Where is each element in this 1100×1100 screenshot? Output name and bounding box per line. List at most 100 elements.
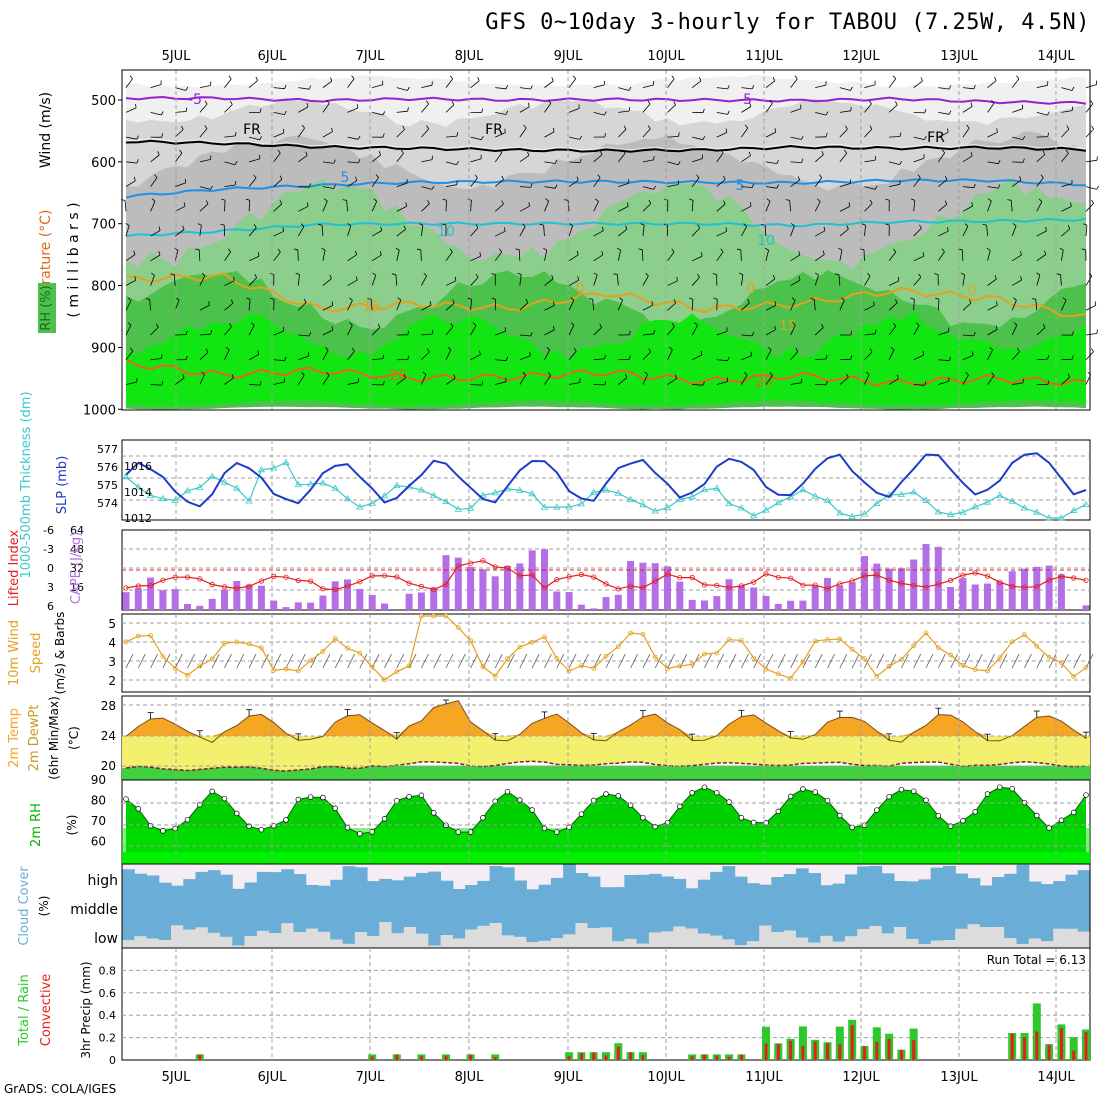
contour-label: -5	[188, 92, 202, 108]
wind-barb-flag	[744, 124, 749, 129]
wind-barb-flag	[355, 176, 358, 181]
lifted-index-marker	[763, 571, 769, 577]
wind-barb	[544, 375, 552, 385]
wind-barb-flag	[197, 223, 202, 226]
rh2m-marker	[640, 814, 646, 821]
cloud-low-clear	[599, 927, 613, 948]
wind10-barb	[556, 653, 565, 669]
wind-barb	[125, 325, 132, 336]
wind10-barb	[605, 653, 614, 669]
wind-barb	[322, 278, 332, 286]
wind-barb-flag	[564, 199, 569, 201]
wind10-marker	[985, 668, 990, 674]
wind-barb	[420, 225, 424, 237]
lifted-index-marker	[701, 582, 708, 588]
wind-barb	[913, 136, 925, 140]
wind-barb-flag	[628, 86, 632, 91]
wind-barb	[125, 107, 137, 113]
precip-convective-bar	[776, 1044, 780, 1060]
wind-barb-flag	[547, 100, 552, 104]
wind-barb	[347, 350, 355, 361]
cloud-low-clear	[710, 935, 723, 948]
wind-barb	[322, 103, 330, 113]
rh2m-marker	[517, 797, 523, 803]
wind-barb	[642, 225, 645, 237]
wind-barb-flag	[231, 374, 234, 379]
lifted-index-marker	[504, 565, 511, 571]
wind-barb-flag	[1091, 199, 1094, 204]
wind-barb-flag	[505, 110, 509, 115]
wind-barb-flag	[1007, 199, 1012, 201]
wind-barb	[298, 87, 310, 90]
lifted-index-marker	[861, 573, 868, 579]
precip-convective-bar	[1035, 1031, 1039, 1060]
wind-barb-flag	[671, 75, 675, 80]
wind-barb	[347, 225, 352, 237]
cape-bar	[713, 596, 721, 610]
wind-barb	[421, 84, 433, 89]
wind-barb-flag	[539, 223, 544, 226]
cloud-low-bar	[122, 920, 135, 941]
cloud-low-bar	[575, 920, 589, 923]
contour-label: 5	[736, 178, 745, 194]
wind-barb-flag	[720, 248, 724, 253]
wind-barb-flag	[416, 248, 421, 251]
wind-barb	[445, 184, 457, 187]
wind-barb	[667, 378, 677, 385]
cloud-low-clear	[1053, 928, 1066, 948]
wind-barb-flag	[973, 183, 976, 188]
wind-barb	[395, 274, 398, 286]
wind-barb	[199, 186, 211, 190]
wind-barb-flag	[418, 223, 423, 226]
wind10-marker	[308, 658, 314, 663]
wind-barb-flag	[576, 176, 579, 181]
wind-barb	[814, 177, 823, 187]
wind-barb	[371, 254, 382, 262]
wind-barb-flag	[764, 247, 769, 251]
wind10-marker	[899, 657, 904, 662]
cloud-high-bar	[416, 872, 429, 892]
wind-barb	[125, 279, 136, 286]
wind-barb	[593, 274, 598, 286]
wind-barb	[839, 87, 851, 91]
wind-barb	[642, 186, 654, 190]
wind-barb-flag	[640, 223, 645, 226]
cloud-high-bar	[171, 885, 184, 892]
wind-barb	[224, 184, 236, 187]
wind-barb-flag	[329, 274, 332, 279]
wind-barb	[815, 111, 826, 116]
wind10-barb	[1048, 653, 1057, 669]
wind-barb	[445, 135, 458, 138]
cloud-high-bar	[342, 866, 356, 892]
wind10-barb	[211, 653, 220, 669]
wind-barb-flag	[895, 101, 898, 106]
wind-barb	[150, 358, 162, 361]
rh2m-marker	[750, 819, 757, 826]
cloud-low-bar	[869, 920, 883, 926]
cloud-high-bar	[857, 866, 870, 892]
wind10-marker	[172, 666, 178, 671]
lifted-index-marker	[1071, 575, 1077, 581]
thickness-marker	[639, 501, 647, 508]
wind-barb-flag	[865, 371, 870, 375]
lifted-index-line	[125, 560, 1087, 591]
precip-convective-bar	[395, 1054, 399, 1060]
wind-barb	[470, 200, 472, 212]
cloud-high-bar	[808, 873, 821, 892]
wind-barb-flag	[378, 151, 382, 156]
cloud-high-bar	[636, 874, 650, 892]
wind-barb-flag	[208, 301, 210, 306]
wind10-line	[125, 615, 1087, 681]
wind-barb	[495, 359, 507, 362]
precip-run-total: Run Total = 6.13	[987, 953, 1086, 967]
wind-barb	[790, 225, 795, 237]
wind-barb-flag	[917, 174, 921, 179]
wind-barb-flag	[570, 322, 575, 326]
wind-barb	[297, 249, 299, 261]
temperature-contour	[125, 178, 1087, 199]
wind-barb-flag	[504, 128, 506, 133]
wind-barb-flag	[994, 76, 997, 81]
wind-barb	[691, 227, 700, 237]
slp-ylabel-slp: SLP (mb)	[55, 456, 70, 515]
wind-barb	[691, 255, 703, 262]
